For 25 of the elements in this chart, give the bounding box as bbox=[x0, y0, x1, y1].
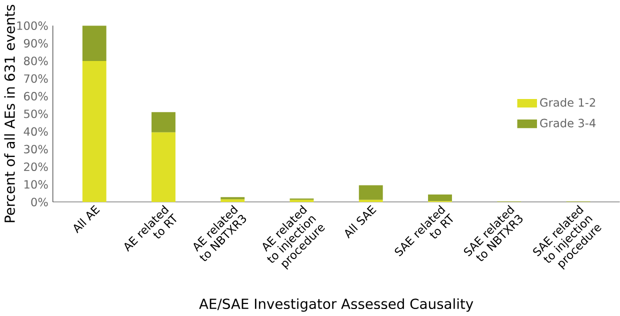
y-tick-label: 50% bbox=[24, 110, 48, 118]
bar bbox=[82, 26, 106, 61]
bar bbox=[220, 199, 245, 202]
bar bbox=[358, 200, 383, 202]
y-tick-label: 80% bbox=[24, 56, 48, 66]
y-axis-title: Percent of all AEs in 631 events bbox=[4, 4, 15, 222]
x-tick-label: All AE bbox=[74, 205, 100, 234]
y-tick-label: 100% bbox=[17, 21, 48, 30]
y-tick-label: 90% bbox=[24, 39, 48, 48]
y-tick-label: 30% bbox=[24, 144, 48, 154]
bar bbox=[152, 112, 176, 132]
legend-label: Grade 3-4 bbox=[540, 118, 596, 128]
y-tick-label: 20% bbox=[24, 162, 48, 172]
bar bbox=[82, 60, 106, 202]
bar bbox=[358, 185, 383, 200]
y-tick-label: 40% bbox=[24, 127, 48, 136]
y-tick-label: 70% bbox=[24, 74, 48, 83]
legend-label: Grade 1-2 bbox=[540, 98, 596, 107]
y-tick-label: 60% bbox=[24, 92, 48, 101]
bar bbox=[428, 194, 452, 202]
y-tick-label: 0% bbox=[31, 198, 48, 206]
x-axis-title: AE/SAE Investigator Assessed Causality bbox=[199, 298, 474, 312]
bar bbox=[290, 200, 314, 202]
bar bbox=[152, 132, 176, 202]
y-tick-label: 10% bbox=[24, 180, 48, 189]
